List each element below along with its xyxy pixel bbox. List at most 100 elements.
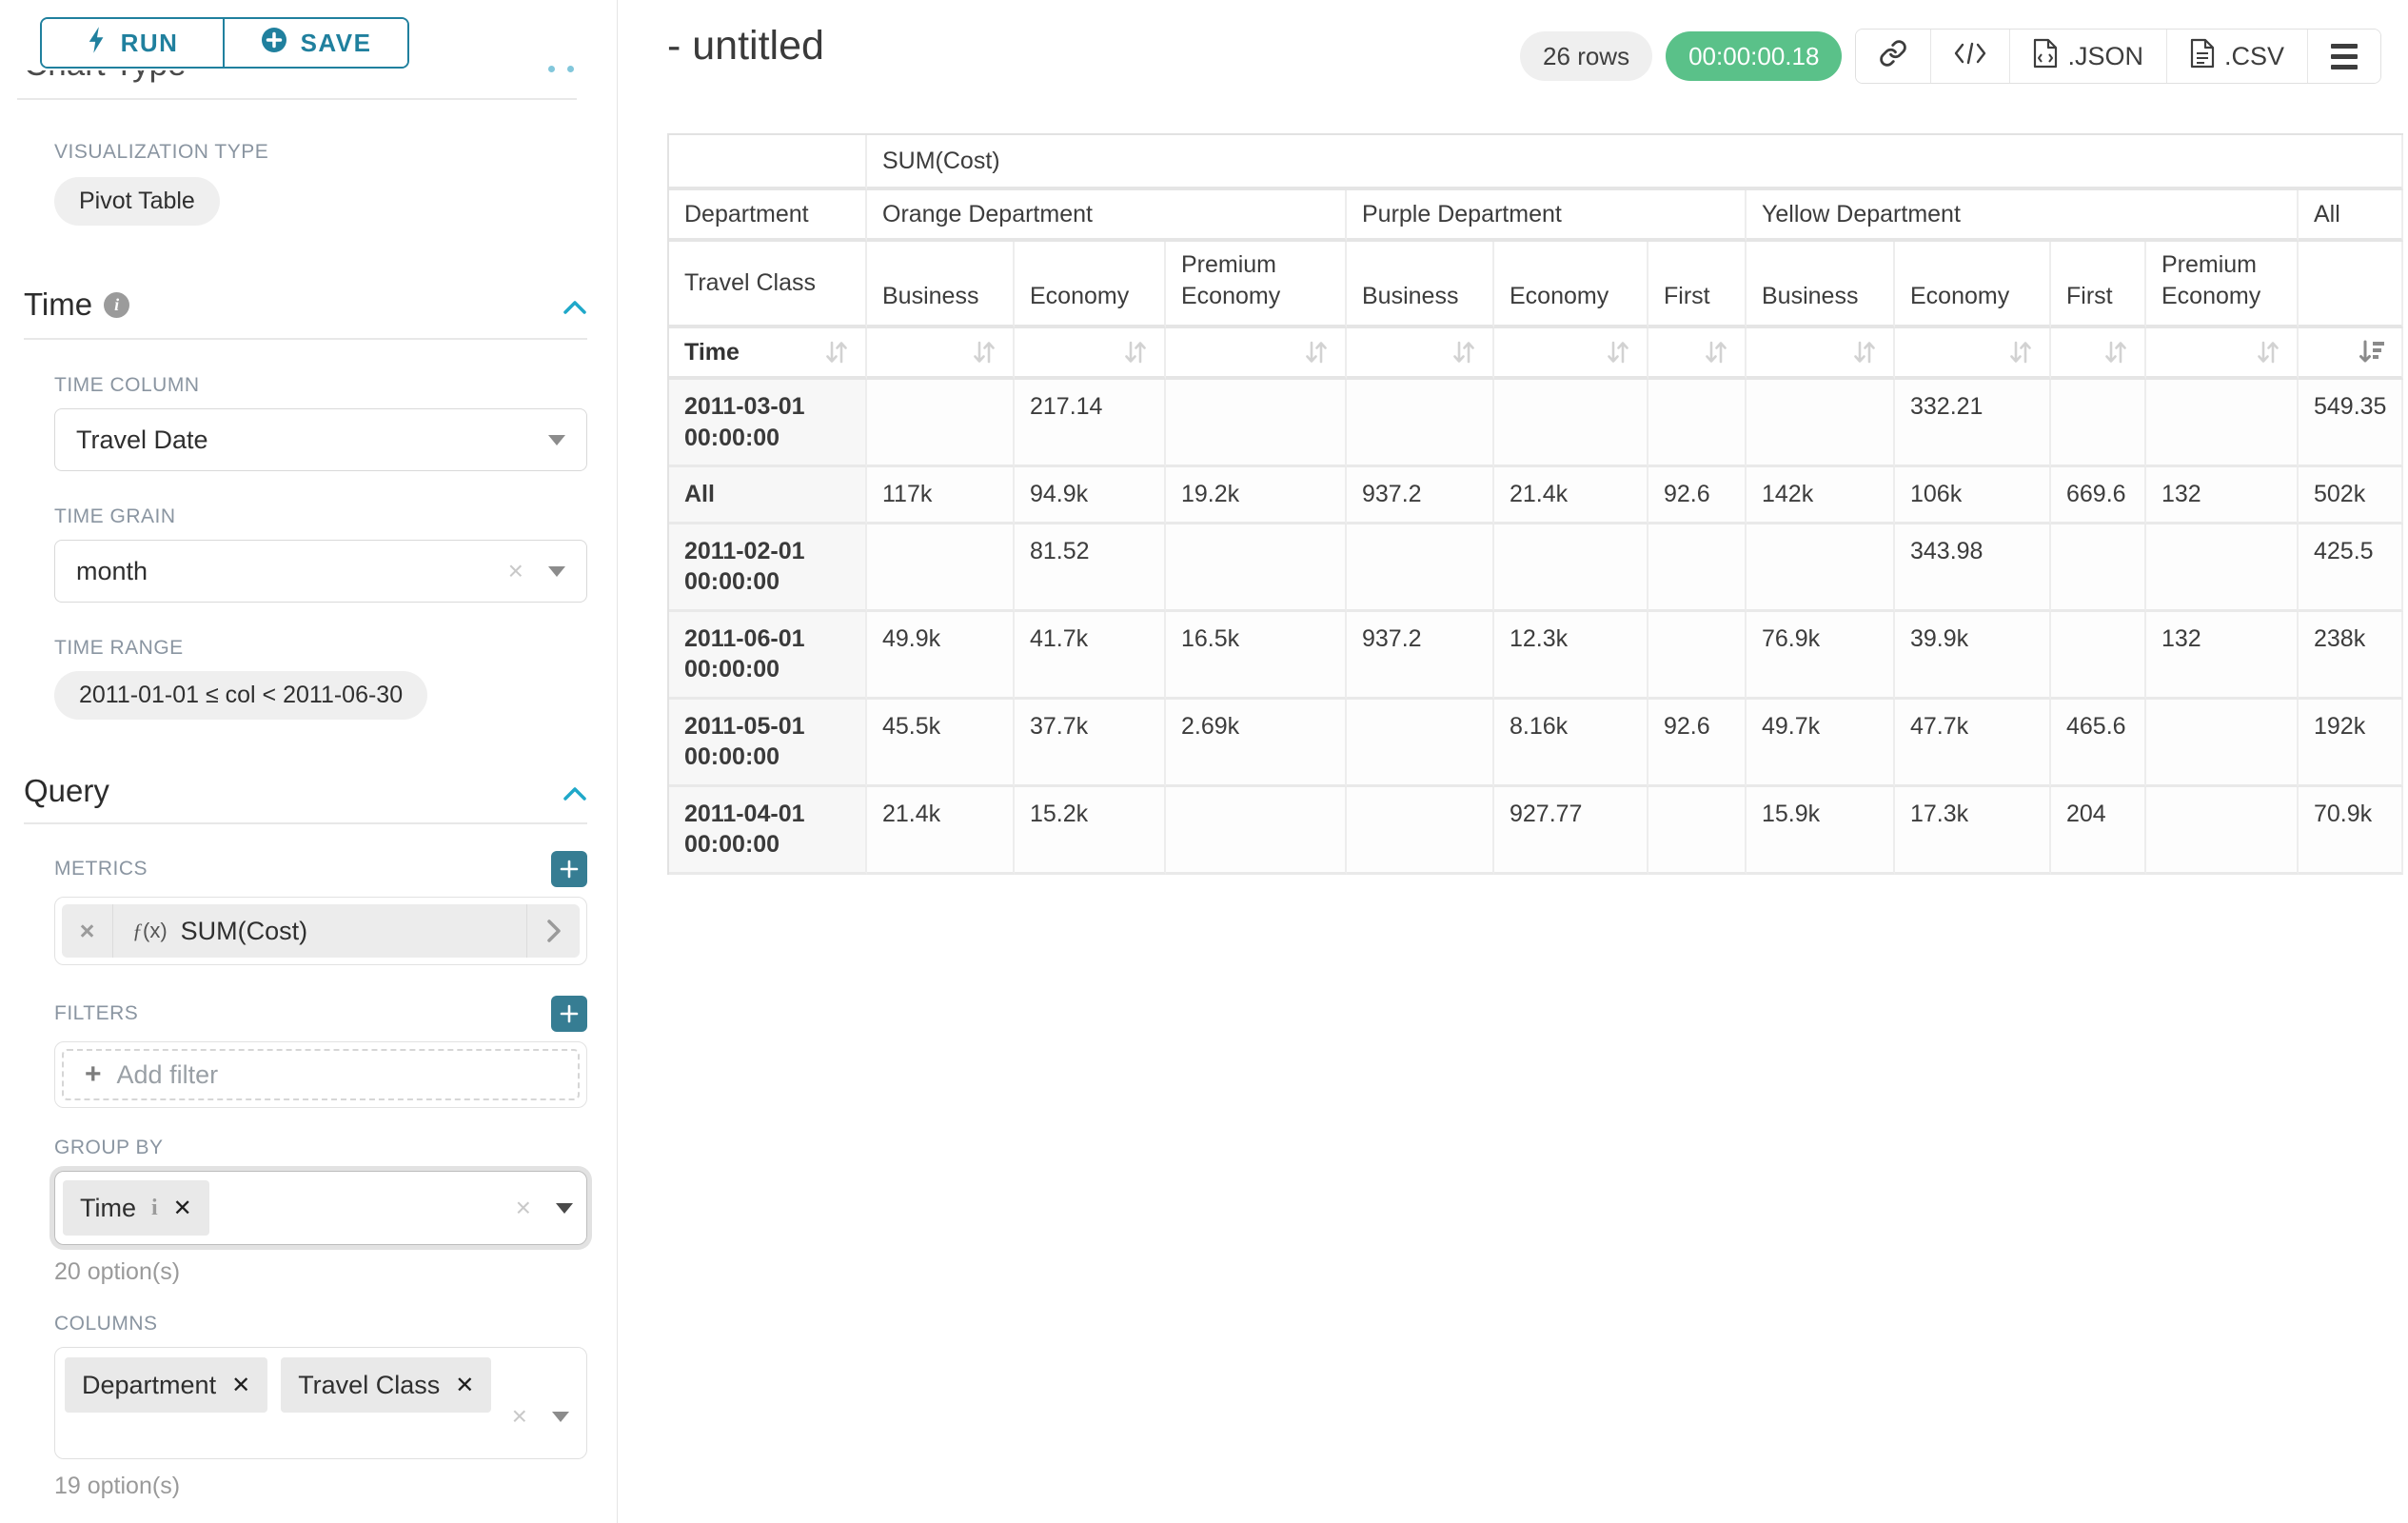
section-divider <box>24 822 587 824</box>
embed-code-button[interactable] <box>1931 30 2010 83</box>
pivot-cell <box>1494 380 1648 467</box>
pivot-cell: 81.52 <box>1015 524 1166 612</box>
save-button-label: SAVE <box>301 29 372 58</box>
remove-tag-icon[interactable]: ✕ <box>231 1372 250 1399</box>
pivot-data-row: 2011-06-01 00:00:0049.9k41.7k16.5k937.21… <box>669 612 2403 700</box>
pivot-cell: 45.5k <box>867 700 1015 787</box>
pivot-cell: 425.5 <box>2299 524 2403 612</box>
pivot-data-row: 2011-02-01 00:00:0081.52343.98425.5 <box>669 524 2403 612</box>
sort-button[interactable] <box>1347 328 1494 380</box>
metric-fx-suffix: (x) <box>143 919 168 942</box>
row-axis-label: Time <box>684 339 740 366</box>
pivot-row-header: 2011-05-01 00:00:00 <box>669 700 867 787</box>
sort-button[interactable] <box>2299 328 2403 380</box>
sort-button[interactable] <box>2146 328 2299 380</box>
pivot-cell: 117k <box>867 467 1015 524</box>
sort-button[interactable] <box>1895 328 2051 380</box>
pivot-cell <box>1347 787 1494 875</box>
time-column-select[interactable]: Travel Date <box>54 408 587 471</box>
pivot-row-header: 2011-02-01 00:00:00 <box>669 524 867 612</box>
pivot-column-header: First <box>1648 242 1747 328</box>
file-csv-icon <box>2190 38 2215 75</box>
sort-button[interactable] <box>867 328 1015 380</box>
pivot-cell <box>2051 524 2146 612</box>
sort-icon <box>2255 339 2281 366</box>
export-json-button[interactable]: .JSON <box>2010 30 2167 83</box>
pivot-cell <box>1747 380 1895 467</box>
sort-button[interactable] <box>1494 328 1648 380</box>
pivot-cell <box>1648 380 1747 467</box>
pivot-cell <box>1166 524 1347 612</box>
clear-icon[interactable]: × <box>516 1195 531 1221</box>
pivot-travel-class-row: Travel ClassBusinessEconomyPremium Econo… <box>669 242 2403 328</box>
pivot-cell: 92.6 <box>1648 700 1747 787</box>
pivot-cell <box>867 524 1015 612</box>
sort-button[interactable] <box>1015 328 1166 380</box>
sort-icon <box>1605 339 1631 366</box>
pivot-cell <box>1347 380 1494 467</box>
pivot-table: SUM(Cost)DepartmentOrange DepartmentPurp… <box>667 133 2403 875</box>
query-duration-badge: 00:00:00.18 <box>1666 31 1842 81</box>
time-column-value: Travel Date <box>76 425 548 455</box>
add-metric-button[interactable] <box>551 851 587 887</box>
sort-button[interactable] <box>2051 328 2146 380</box>
visualization-type-value[interactable]: Pivot Table <box>54 177 220 226</box>
copy-link-button[interactable] <box>1856 30 1931 83</box>
pivot-cell: 106k <box>1895 467 2051 524</box>
chevron-right-icon[interactable] <box>526 904 580 958</box>
pivot-cell: 49.7k <box>1747 700 1895 787</box>
link-icon <box>1879 39 1907 74</box>
sort-button[interactable] <box>1648 328 1747 380</box>
pivot-cell: 15.9k <box>1747 787 1895 875</box>
group-by-select[interactable]: Time i ✕ × <box>54 1171 587 1245</box>
columns-select[interactable]: Department ✕ Travel Class ✕ × <box>54 1347 587 1459</box>
menu-button[interactable] <box>2308 30 2380 83</box>
chevron-down-icon <box>548 566 565 577</box>
pivot-column-header: Business <box>1347 242 1494 328</box>
query-section-header[interactable]: Query <box>24 773 587 809</box>
save-button[interactable]: SAVE <box>225 19 407 67</box>
sort-button[interactable] <box>1166 328 1347 380</box>
pivot-cell <box>1747 524 1895 612</box>
remove-tag-icon[interactable]: ✕ <box>173 1195 192 1222</box>
sort-button[interactable] <box>1747 328 1895 380</box>
time-section-header[interactable]: Time i <box>24 287 587 323</box>
chart-header-controls: 26 rows 00:00:00.18 .JSON <box>1520 29 2381 84</box>
pivot-column-header: Business <box>867 242 1015 328</box>
group-by-tag-label: Time <box>80 1194 136 1223</box>
remove-metric-icon[interactable]: × <box>62 904 113 958</box>
pivot-cell: 92.6 <box>1648 467 1747 524</box>
pivot-cell: 192k <box>2299 700 2403 787</box>
sort-icon <box>1451 339 1477 366</box>
export-csv-label: .CSV <box>2224 42 2284 71</box>
pivot-row-header: 2011-06-01 00:00:00 <box>669 612 867 700</box>
pivot-cell: 927.77 <box>1494 787 1648 875</box>
chart-title[interactable]: - untitled <box>667 23 824 69</box>
clear-icon[interactable]: × <box>512 1403 527 1430</box>
export-json-label: .JSON <box>2067 42 2143 71</box>
col-dimension-label: Travel Class <box>669 242 867 328</box>
add-filter-label: Add filter <box>117 1060 219 1090</box>
panel-drag-handle[interactable] <box>548 66 574 72</box>
time-grain-select[interactable]: month × <box>54 540 587 603</box>
remove-tag-icon[interactable]: ✕ <box>455 1372 474 1399</box>
hamburger-menu-icon <box>2331 44 2358 69</box>
pivot-cell: 465.6 <box>2051 700 2146 787</box>
pivot-cell: 937.2 <box>1347 612 1494 700</box>
export-csv-button[interactable]: .CSV <box>2167 30 2308 83</box>
chevron-up-icon[interactable] <box>563 773 587 809</box>
clear-icon[interactable]: × <box>508 558 523 584</box>
pivot-cell <box>2146 700 2299 787</box>
row-count-badge: 26 rows <box>1520 31 1652 81</box>
add-filter-button[interactable]: + Add filter <box>62 1049 580 1100</box>
sort-button[interactable]: Time <box>669 328 867 380</box>
time-range-value[interactable]: 2011-01-01 ≤ col < 2011-06-30 <box>54 671 427 720</box>
plus-circle-icon <box>261 27 287 60</box>
visualization-type-label: VISUALIZATION TYPE <box>54 141 587 164</box>
sort-icon <box>2102 339 2129 366</box>
chevron-up-icon[interactable] <box>563 287 587 323</box>
run-button[interactable]: RUN <box>42 19 225 67</box>
metric-item[interactable]: × ƒ(x) SUM(Cost) <box>62 904 580 958</box>
pivot-column-group-header: Purple Department <box>1347 190 1747 242</box>
add-filter-plus-button[interactable] <box>551 996 587 1032</box>
